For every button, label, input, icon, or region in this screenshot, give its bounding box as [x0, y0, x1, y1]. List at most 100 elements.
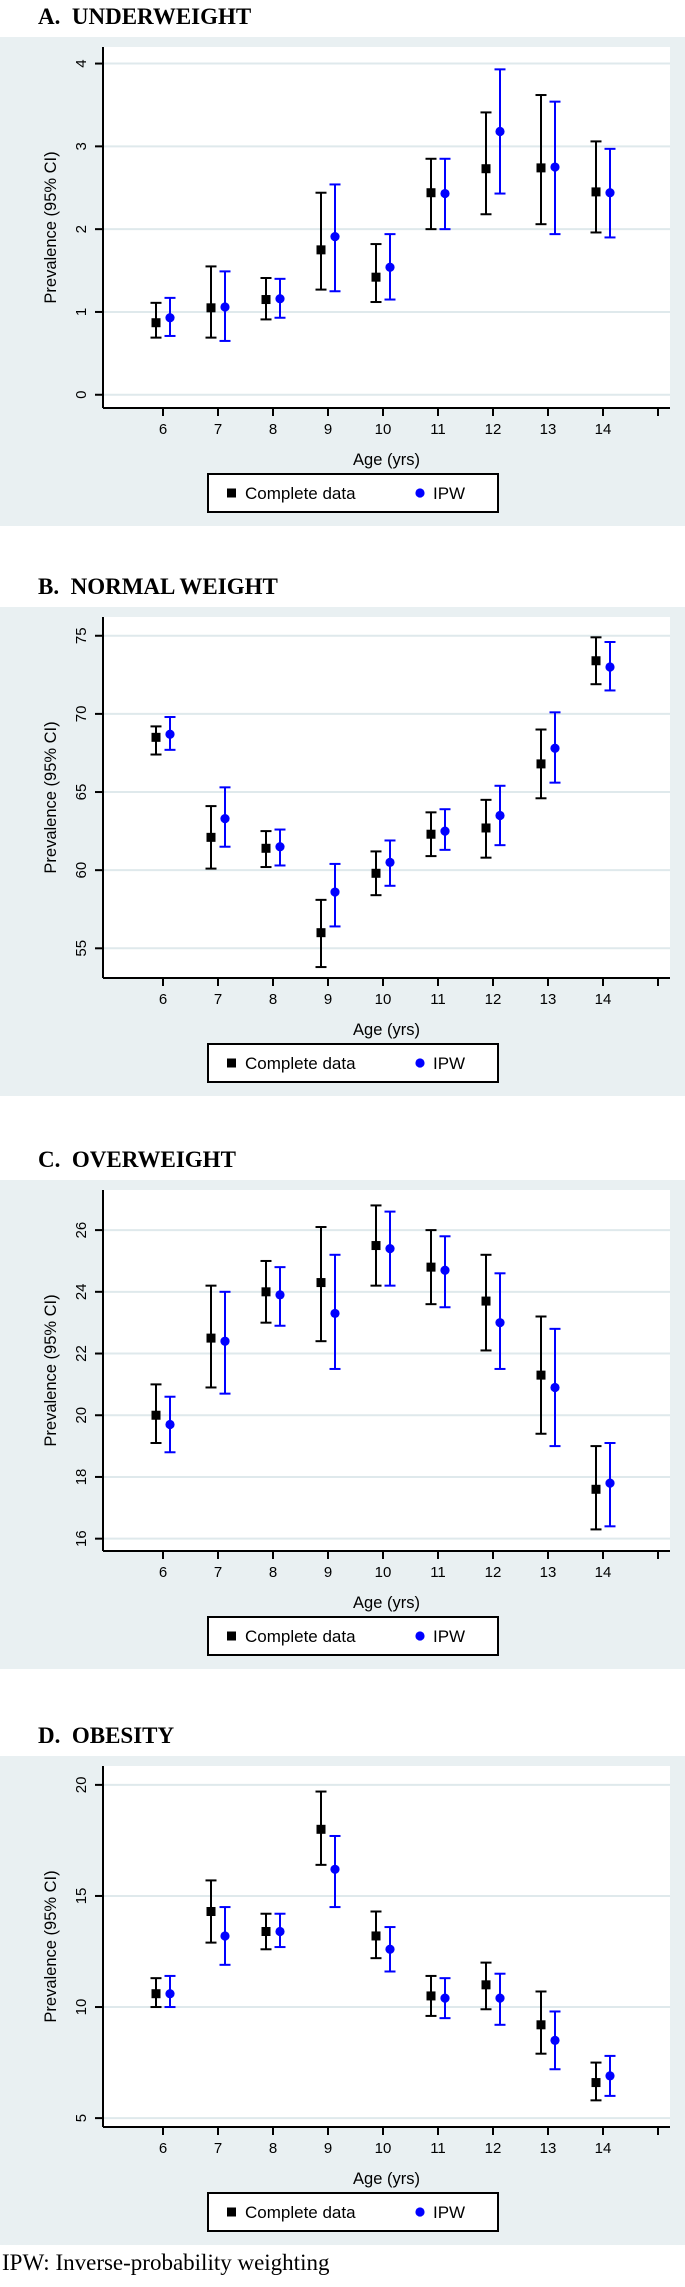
series-complete-data	[150, 1790, 602, 2102]
data-point-marker	[371, 1241, 381, 1251]
x-axis-label: Age (yrs)	[353, 2170, 420, 2188]
data-point-marker	[371, 1931, 381, 1941]
axis-tick-labels: 55 60 65 70 75 6 7 8 9 10 11 12 13 14	[73, 627, 611, 1008]
svg-text:15: 15	[73, 1888, 90, 1905]
data-point-marker	[550, 743, 560, 753]
data-point-marker	[220, 1336, 230, 1346]
panel-title-obesity: D. OBESITY	[38, 1723, 175, 1748]
svg-text:7: 7	[214, 421, 222, 438]
svg-text:10: 10	[375, 1564, 392, 1581]
svg-text:6: 6	[159, 991, 167, 1008]
series-complete-data	[150, 1204, 602, 1531]
legend-ipw-label: IPW	[433, 1054, 465, 1073]
svg-text:3: 3	[73, 142, 90, 150]
data-point-marker	[371, 272, 381, 282]
data-point-marker	[151, 1989, 161, 1999]
data-point-marker	[440, 188, 450, 199]
chart-normal-weight: 55 60 65 70 75 6 7 8 9 10 11 12 13 14 Prevalence (95% …	[0, 607, 685, 1096]
plot-area	[103, 47, 670, 408]
data-point-marker	[220, 813, 230, 824]
svg-text:7: 7	[214, 2140, 222, 2157]
x-axis-label: Age (yrs)	[353, 451, 420, 469]
axes	[95, 617, 670, 986]
svg-text:11: 11	[430, 991, 446, 1008]
gridlines	[104, 1229, 670, 1540]
data-point-marker	[261, 843, 271, 853]
data-point-marker	[426, 1262, 436, 1272]
legend: Complete data IPW	[207, 473, 499, 513]
data-point-marker	[275, 842, 285, 852]
legend-ipw-marker	[415, 488, 425, 498]
series-complete-data	[150, 94, 602, 339]
legend-complete-marker	[227, 488, 236, 498]
data-point-marker	[605, 1478, 615, 1488]
series-ipw	[164, 641, 616, 928]
data-point-marker	[316, 1824, 326, 1834]
axes	[95, 1766, 670, 2135]
data-point-marker	[261, 295, 271, 305]
svg-text:12: 12	[485, 1564, 502, 1581]
y-axis-label: Prevalence (95% CI)	[42, 1294, 60, 1446]
svg-text:20: 20	[73, 1777, 90, 1794]
svg-text:8: 8	[269, 1564, 277, 1581]
data-point-marker	[481, 164, 491, 174]
data-point-marker	[275, 1290, 285, 1300]
data-point-marker	[550, 162, 560, 172]
chart-svg-obesity: 5 10 15 20 6 7 8 9 10 11 12 13 14 Prevalence (95% CI)…	[0, 1756, 685, 2245]
axes	[95, 1190, 670, 1559]
svg-text:8: 8	[269, 421, 277, 438]
data-point-marker	[550, 1382, 560, 1393]
data-point-marker	[536, 759, 546, 769]
data-point-marker	[316, 928, 326, 938]
data-point-marker	[536, 2020, 546, 2030]
svg-text:7: 7	[214, 991, 222, 1008]
data-point-marker	[536, 163, 546, 173]
svg-text:12: 12	[485, 2140, 502, 2157]
data-point-marker	[206, 1333, 216, 1343]
svg-text:10: 10	[375, 421, 392, 438]
legend: Complete data IPW	[207, 1616, 499, 1656]
series-ipw	[164, 1834, 616, 2097]
svg-text:4: 4	[73, 59, 90, 67]
plot-area	[103, 1190, 670, 1551]
svg-text:26: 26	[73, 1222, 90, 1239]
data-point-marker	[275, 294, 285, 304]
data-point-marker	[275, 1926, 285, 1937]
data-point-marker	[371, 868, 381, 878]
legend-complete-label: Complete data	[245, 1054, 356, 1073]
chart-obesity: 5 10 15 20 6 7 8 9 10 11 12 13 14 Prevalence (95% CI)…	[0, 1756, 685, 2245]
axis-tick-labels: 5 10 15 20 6 7 8 9 10 11 12 13 14	[73, 1777, 611, 2157]
svg-text:10: 10	[375, 2140, 392, 2157]
series-complete-data	[150, 636, 602, 969]
gridlines	[104, 634, 670, 950]
plot-area	[103, 617, 670, 978]
x-axis-label: Age (yrs)	[353, 1594, 420, 1612]
data-point-marker	[550, 2035, 560, 2045]
data-point-marker	[151, 318, 161, 328]
chart-underweight: 0 1 2 3 4 6 7 8 9 10 11 12 13 14 Prevalence (95% CI) Ag…	[0, 37, 685, 526]
y-axis-label: Prevalence (95% CI)	[42, 721, 60, 873]
data-point-marker	[426, 1991, 436, 2001]
svg-text:14: 14	[595, 1564, 612, 1581]
legend-complete-label: Complete data	[245, 484, 356, 503]
data-point-marker	[261, 1287, 271, 1297]
data-point-marker	[426, 829, 436, 839]
data-point-marker	[151, 732, 161, 742]
legend-ipw-label: IPW	[433, 2203, 465, 2222]
data-point-marker	[605, 188, 615, 198]
svg-text:14: 14	[595, 421, 612, 438]
axes	[95, 47, 670, 416]
panel-title-normal-weight: B. NORMAL WEIGHT	[38, 574, 278, 599]
data-point-marker	[481, 1980, 491, 1990]
panel-underweight: A. UNDERWEIGHT 0 1 2 3 4 6 7 8 9 10 11 12 13 14 Preval…	[0, 0, 685, 526]
chart-svg-overweight: 16 18 20 22 24 26 6 7 8 9 10 11 12 13 14 Prevalence (95…	[0, 1180, 685, 1669]
x-axis-label: Age (yrs)	[353, 1021, 420, 1039]
svg-text:2: 2	[73, 225, 90, 233]
panel-overweight: C. OVERWEIGHT 16 18 20 22 24 26 6 7 8 9 10 11 12 13 14…	[0, 1096, 685, 1669]
panel-normal-weight: B. NORMAL WEIGHT 55 60 65 70 75 6 7 8 9 10 11 12 13 1…	[0, 526, 685, 1096]
svg-text:18: 18	[73, 1469, 90, 1486]
svg-text:60: 60	[73, 862, 90, 879]
svg-text:0: 0	[73, 391, 90, 399]
chart-overweight: 16 18 20 22 24 26 6 7 8 9 10 11 12 13 14 Prevalence (95…	[0, 1180, 685, 1669]
legend-complete-label: Complete data	[245, 2203, 356, 2222]
